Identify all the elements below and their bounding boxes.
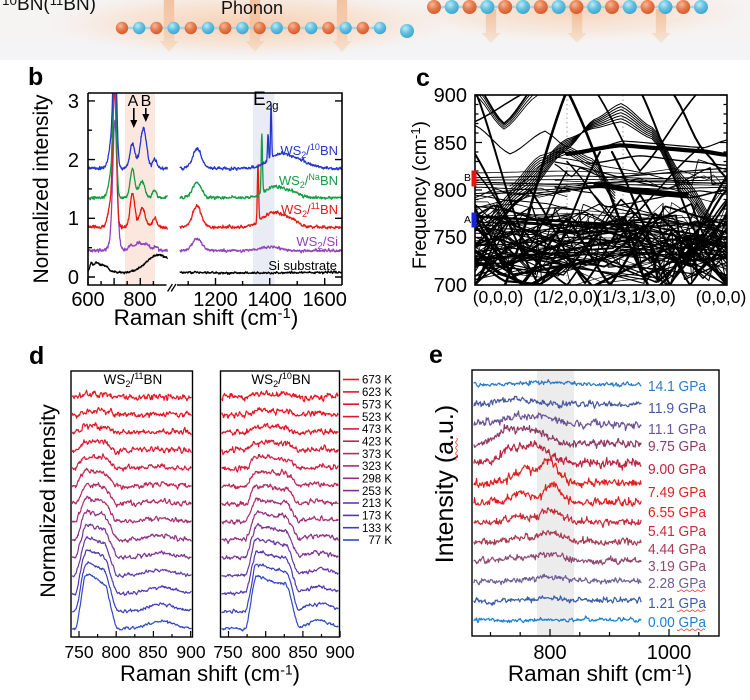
- svg-text:e: e: [429, 341, 443, 369]
- svg-text:800: 800: [123, 289, 156, 311]
- svg-text:253 K: 253 K: [362, 486, 392, 498]
- svg-text:673 K: 673 K: [362, 375, 392, 387]
- svg-text:473 K: 473 K: [362, 424, 392, 436]
- svg-text:850: 850: [288, 642, 317, 662]
- svg-text:423 K: 423 K: [362, 436, 392, 448]
- svg-text:Normalized intensity: Normalized intensity: [36, 404, 60, 598]
- svg-text:323 K: 323 K: [362, 461, 392, 473]
- svg-text:A: A: [464, 214, 471, 226]
- svg-text:173 K: 173 K: [362, 511, 392, 523]
- svg-text:A: A: [128, 93, 139, 110]
- svg-text:9.00 GPa: 9.00 GPa: [648, 461, 707, 478]
- svg-text:c: c: [416, 64, 430, 92]
- svg-text:Raman shift (cm-1): Raman shift (cm-1): [114, 305, 299, 330]
- svg-text:800: 800: [251, 642, 280, 662]
- svg-text:(1/2,0,0): (1/2,0,0): [533, 287, 598, 307]
- svg-text:1400: 1400: [247, 289, 292, 311]
- svg-text:1: 1: [68, 208, 79, 230]
- svg-text:(0,0,0): (0,0,0): [473, 287, 524, 307]
- svg-text:10BN(11BN): 10BN(11BN): [2, 0, 96, 15]
- svg-text:WS2/10BN: WS2/10BN: [251, 371, 310, 389]
- svg-text:Raman shift (cm-1): Raman shift (cm-1): [508, 661, 692, 686]
- svg-text:1600: 1600: [302, 289, 347, 311]
- svg-text:133 K: 133 K: [362, 523, 392, 535]
- svg-text:700: 700: [434, 275, 467, 297]
- svg-text:3: 3: [68, 91, 79, 113]
- svg-text:(0,0,0): (0,0,0): [696, 287, 747, 307]
- svg-text:7.49 GPa: 7.49 GPa: [648, 484, 707, 501]
- svg-text:11.1 GPa: 11.1 GPa: [648, 421, 707, 438]
- svg-text:750: 750: [434, 227, 467, 249]
- svg-text:6.55 GPa: 6.55 GPa: [648, 504, 707, 521]
- svg-text:11.9 GPa: 11.9 GPa: [648, 400, 707, 417]
- svg-text:750: 750: [64, 642, 93, 662]
- svg-text:Si substrate: Si substrate: [268, 258, 337, 273]
- svg-text:850: 850: [434, 133, 467, 155]
- svg-text:Normalized intensity: Normalized intensity: [30, 94, 53, 284]
- svg-text:2.28 GPa: 2.28 GPa: [648, 575, 707, 592]
- svg-text:WS2/Si: WS2/Si: [296, 234, 338, 252]
- svg-text:B: B: [141, 93, 152, 110]
- svg-text:2: 2: [68, 150, 79, 172]
- svg-text:1000: 1000: [647, 642, 692, 664]
- svg-text:(1/3,1/3,0): (1/3,1/3,0): [596, 287, 676, 307]
- svg-text:623 K: 623 K: [362, 387, 392, 399]
- svg-text:77 K: 77 K: [368, 535, 392, 547]
- svg-text:B: B: [464, 172, 471, 184]
- svg-text:213 K: 213 K: [362, 498, 392, 510]
- svg-text:523 K: 523 K: [362, 412, 392, 424]
- svg-text:Phonon: Phonon: [221, 0, 283, 18]
- svg-text:0: 0: [68, 267, 79, 289]
- svg-text:WS2/11BN: WS2/11BN: [281, 201, 338, 219]
- svg-text:750: 750: [213, 642, 242, 662]
- svg-text:5.41 GPa: 5.41 GPa: [648, 523, 707, 540]
- svg-text:900: 900: [176, 642, 205, 662]
- svg-text:14.1 GPa: 14.1 GPa: [648, 378, 707, 395]
- svg-text:WS2/NaBN: WS2/NaBN: [279, 172, 338, 190]
- svg-text:Intensity (a.u.): Intensity (a.u.): [431, 405, 459, 563]
- svg-text:WS2/11BN: WS2/11BN: [104, 371, 163, 389]
- svg-text:573 K: 573 K: [362, 399, 392, 411]
- svg-text:1200: 1200: [193, 289, 238, 311]
- svg-text:800: 800: [533, 642, 566, 664]
- svg-text:298 K: 298 K: [362, 474, 392, 486]
- svg-text:0.00 GPa: 0.00 GPa: [648, 614, 707, 631]
- svg-text:800: 800: [101, 642, 130, 662]
- svg-text:WS2/10BN: WS2/10BN: [280, 142, 338, 160]
- svg-text:b: b: [28, 63, 43, 91]
- svg-text:800: 800: [434, 180, 467, 202]
- svg-text:373 K: 373 K: [362, 449, 392, 461]
- svg-text:1.21 GPa: 1.21 GPa: [648, 595, 707, 612]
- svg-text:600: 600: [71, 289, 104, 311]
- svg-text:900: 900: [325, 642, 354, 662]
- svg-text:Raman shift (cm-1): Raman shift (cm-1): [120, 661, 300, 686]
- svg-text:9.75 GPa: 9.75 GPa: [648, 438, 707, 455]
- svg-text:Frequency (cm-1): Frequency (cm-1): [408, 121, 431, 269]
- svg-text:900: 900: [434, 85, 467, 107]
- svg-text:3.19 GPa: 3.19 GPa: [648, 558, 707, 575]
- svg-text:850: 850: [138, 642, 167, 662]
- svg-text:d: d: [29, 342, 44, 370]
- svg-text:4.44 GPa: 4.44 GPa: [648, 541, 707, 558]
